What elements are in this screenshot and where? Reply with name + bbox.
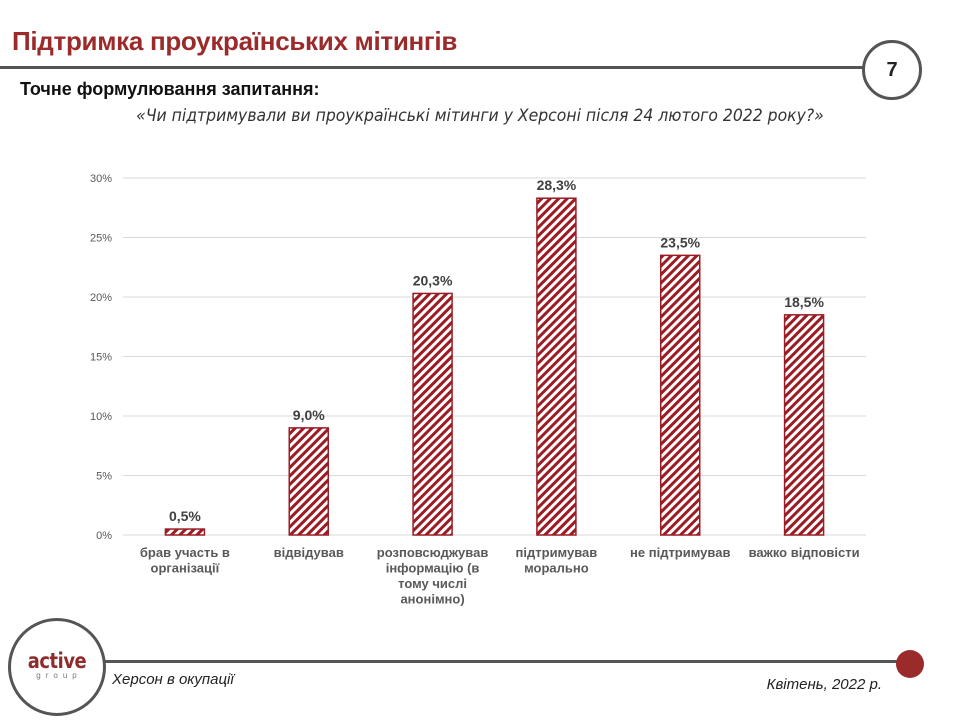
- value-label: 0,5%: [169, 508, 201, 524]
- value-label: 28,3%: [537, 177, 577, 193]
- bars: [164, 197, 825, 536]
- active-group-logo: active group: [8, 618, 106, 716]
- y-tick-label: 25%: [90, 233, 112, 245]
- logo-subtext: group: [36, 671, 82, 680]
- bar: [164, 528, 206, 536]
- bar: [783, 314, 825, 536]
- bar: [288, 427, 329, 536]
- value-label: 18,5%: [784, 294, 824, 310]
- y-tick-label: 15%: [90, 352, 112, 364]
- bar: [660, 254, 701, 536]
- question-text: «Чи підтримували ви проукраїнські мітинг…: [136, 106, 824, 126]
- footer-divider: [100, 660, 910, 663]
- value-labels: 0,5% 9,0% 20,3% 28,3% 23,5% 18,5%: [169, 177, 825, 524]
- value-label: 23,5%: [660, 234, 700, 250]
- logo-text: active: [27, 649, 87, 673]
- page-number: 7: [886, 58, 898, 81]
- y-tick-label: 0%: [96, 530, 112, 542]
- y-axis-ticks: 0% 5% 10% 15% 20% 25% 30%: [90, 173, 112, 542]
- x-tick-label: брав участь в організації: [140, 545, 230, 576]
- question-heading: Точне формулювання запитання:: [20, 79, 320, 99]
- value-label: 20,3%: [413, 272, 453, 288]
- page-number-badge: 7: [862, 40, 922, 100]
- y-tick-label: 20%: [90, 292, 112, 304]
- header-divider: [0, 66, 868, 69]
- value-label: 9,0%: [293, 407, 325, 423]
- gridlines: [123, 177, 866, 536]
- bar: [412, 292, 453, 536]
- x-axis-labels: брав участь в організації відвідував розпов…: [140, 545, 860, 607]
- y-tick-label: 5%: [96, 471, 112, 483]
- footer-date: Квітень, 2022 р.: [766, 676, 882, 693]
- x-tick-label: розповсюджував інформацію (в тому числі ано…: [377, 545, 489, 607]
- page-title: Підтримка проукраїнських мітингів: [12, 26, 458, 56]
- x-tick-label: не підтримував: [630, 545, 730, 560]
- x-tick-label: відвідував: [274, 545, 344, 560]
- y-tick-label: 30%: [90, 173, 112, 185]
- x-tick-label: важко відповісти: [749, 545, 860, 560]
- footer-project-name: Херсон в окупації: [112, 671, 234, 688]
- footer-end-dot: [896, 650, 924, 678]
- y-tick-label: 10%: [90, 411, 112, 423]
- bar: [536, 197, 577, 536]
- x-tick-label: підтримував морально: [516, 545, 598, 576]
